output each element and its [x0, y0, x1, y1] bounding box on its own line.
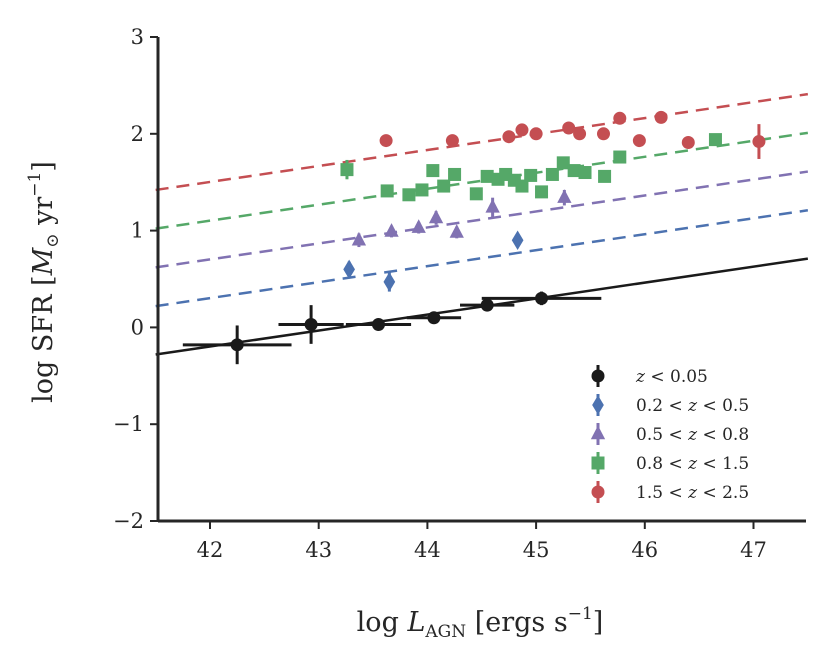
data-point [752, 135, 766, 149]
data-point [681, 136, 695, 150]
legend-marker [591, 485, 605, 499]
data-point [535, 185, 549, 199]
fit-line [155, 209, 809, 308]
data-point [613, 150, 627, 164]
x-tick-label: 47 [740, 538, 767, 562]
data-point [469, 187, 483, 201]
data-point [411, 219, 426, 233]
y-tick-label: 2 [131, 122, 144, 146]
data-point [529, 127, 543, 141]
y-tick-label: 3 [131, 25, 144, 49]
x-tick-label: 46 [631, 538, 658, 562]
legend-label: z < 0.05 [635, 367, 708, 387]
data-point [545, 167, 559, 181]
data-point [230, 338, 244, 352]
y-tick-label: −1 [113, 412, 144, 436]
y-tick-label: 0 [131, 315, 144, 339]
fit-line [155, 92, 809, 192]
data-point [383, 272, 396, 292]
data-point [535, 291, 549, 305]
legend-marker [591, 456, 605, 470]
fit-line [155, 131, 809, 230]
data-point [415, 183, 429, 197]
x-tick-label: 43 [305, 538, 332, 562]
data-point [632, 134, 646, 148]
data-point [524, 168, 538, 182]
legend-marker [590, 425, 606, 440]
data-point [304, 317, 318, 331]
data-point [708, 133, 722, 147]
data-point [448, 167, 462, 181]
x-ticks: 42 43 44 45 46 47 [197, 521, 767, 562]
data-point [480, 169, 494, 183]
data-point [567, 164, 581, 178]
data-point [437, 179, 451, 193]
data-point [380, 184, 394, 198]
data-point [598, 169, 612, 183]
x-tick-label: 44 [414, 538, 441, 562]
data-marks [182, 110, 766, 365]
x-axis-label: log LAGN [ergs s−1] [357, 604, 604, 642]
fit-line [155, 170, 809, 269]
data-point [371, 317, 385, 331]
y-ticks: −2 −1 0 1 2 3 [113, 25, 158, 533]
data-point [384, 223, 399, 237]
data-point [351, 231, 367, 246]
legend-label: 1.5 < z < 2.5 [636, 483, 749, 503]
data-point [511, 230, 524, 251]
data-point [402, 188, 416, 202]
data-point [556, 156, 570, 170]
data-point [445, 134, 459, 148]
data-point [578, 166, 592, 180]
legend-marker [592, 395, 604, 415]
data-point [562, 121, 576, 135]
data-point [340, 163, 354, 177]
legend-label: 0.5 < z < 0.8 [636, 425, 749, 445]
x-tick-label: 42 [197, 538, 224, 562]
legend-label: 0.2 < z < 0.5 [636, 396, 749, 416]
data-point [515, 123, 529, 137]
data-point [573, 127, 587, 141]
data-point [557, 189, 572, 203]
data-point [485, 198, 500, 213]
data-point [596, 127, 610, 141]
legend: z < 0.05 0.2 < z < 0.5 0.5 < z < 0.8 0.8 < … [590, 365, 749, 503]
y-axis-label: log SFR [M⊙ yr−1] [25, 161, 63, 403]
data-point [502, 130, 516, 144]
legend-label: 0.8 < z < 1.5 [636, 454, 749, 474]
y-tick-label: 1 [131, 219, 144, 243]
data-point [480, 298, 494, 312]
y-tick-label: −2 [113, 509, 144, 533]
data-point [379, 134, 393, 148]
data-point [426, 164, 440, 178]
data-point [428, 209, 444, 224]
legend-marker [591, 369, 605, 383]
data-point [654, 110, 668, 124]
data-point [515, 179, 529, 193]
x-tick-label: 45 [523, 538, 550, 562]
axes [156, 37, 806, 523]
data-point [427, 311, 441, 325]
data-point [343, 259, 355, 280]
data-point [449, 224, 464, 238]
data-point [613, 111, 627, 125]
